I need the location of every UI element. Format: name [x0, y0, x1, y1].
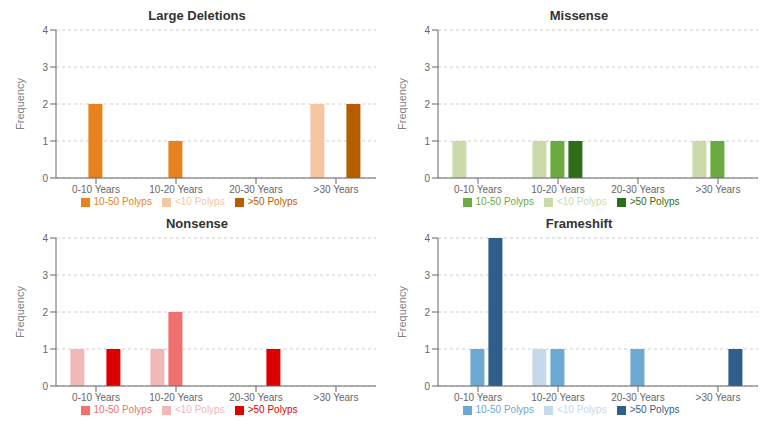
html-text:Frameshift: Frameshift: [545, 216, 613, 231]
svg-text:3: 3: [42, 270, 48, 281]
svg-text:4: 4: [42, 233, 48, 244]
svg-text:0: 0: [42, 173, 48, 184]
html-text:10-50 Polyps: 10-50 Polyps: [475, 404, 534, 415]
svg-text:20-30 Years: 20-30 Years: [611, 392, 664, 403]
svg-text:0-10 Years: 0-10 Years: [72, 392, 120, 403]
svg-text:2: 2: [424, 307, 430, 318]
svg-text:1: 1: [42, 344, 48, 355]
svg-text:0-10 Years: 0-10 Years: [454, 184, 502, 195]
svg-text:>30 Years: >30 Years: [696, 392, 741, 403]
svg-text:0-10 Years: 0-10 Years: [454, 392, 502, 403]
svg-text:Frequency: Frequency: [396, 286, 408, 338]
html-text:10-50 Polyps: 10-50 Polyps: [93, 404, 152, 415]
svg-text:20-30 Years: 20-30 Years: [611, 184, 664, 195]
svg-text:3: 3: [424, 270, 430, 281]
svg-text:10-20 Years: 10-20 Years: [149, 184, 202, 195]
html-text:<10 Polyps: <10 Polyps: [174, 404, 225, 415]
svg-text:2: 2: [424, 99, 430, 110]
html-text:10-50 Polyps: 10-50 Polyps: [93, 196, 152, 207]
html-text:10-50 Polyps: 10-50 Polyps: [475, 196, 534, 207]
svg-text:Frequency: Frequency: [14, 286, 26, 338]
html-text:<10 Polyps: <10 Polyps: [556, 196, 607, 207]
svg-text:0-10 Years: 0-10 Years: [72, 184, 120, 195]
svg-text:>30 Years: >30 Years: [696, 184, 741, 195]
html-text:>50 Polyps: >50 Polyps: [247, 404, 298, 415]
html-text:Nonsense: Nonsense: [165, 216, 229, 231]
svg-text:20-30 Years: 20-30 Years: [229, 184, 282, 195]
svg-text:0: 0: [42, 381, 48, 392]
svg-text:2: 2: [42, 99, 48, 110]
svg-text:1: 1: [424, 136, 430, 147]
svg-text:20-30 Years: 20-30 Years: [229, 392, 282, 403]
svg-text:4: 4: [42, 25, 48, 36]
svg-text:>30 Years: >30 Years: [314, 184, 359, 195]
svg-text:10-20 Years: 10-20 Years: [531, 392, 584, 403]
html-text:Large Deletions: Large Deletions: [148, 8, 246, 23]
html-text:<10 Polyps: <10 Polyps: [556, 404, 607, 415]
svg-text:4: 4: [424, 233, 430, 244]
html-text:<10 Polyps: <10 Polyps: [174, 196, 225, 207]
svg-text:3: 3: [424, 62, 430, 73]
html-text:Missense: Missense: [549, 8, 609, 23]
html-text:>50 Polyps: >50 Polyps: [629, 404, 680, 415]
html-text:>50 Polyps: >50 Polyps: [629, 196, 680, 207]
svg-text:4: 4: [424, 25, 430, 36]
svg-text:Frequency: Frequency: [14, 78, 26, 130]
svg-text:>30 Years: >30 Years: [314, 392, 359, 403]
svg-text:1: 1: [424, 344, 430, 355]
svg-text:10-20 Years: 10-20 Years: [149, 392, 202, 403]
svg-text:0: 0: [424, 173, 430, 184]
svg-text:2: 2: [42, 307, 48, 318]
html-text:>50 Polyps: >50 Polyps: [247, 196, 298, 207]
svg-text:0: 0: [424, 381, 430, 392]
svg-text:10-20 Years: 10-20 Years: [531, 184, 584, 195]
svg-text:3: 3: [42, 62, 48, 73]
svg-text:Frequency: Frequency: [396, 78, 408, 130]
svg-text:1: 1: [42, 136, 48, 147]
